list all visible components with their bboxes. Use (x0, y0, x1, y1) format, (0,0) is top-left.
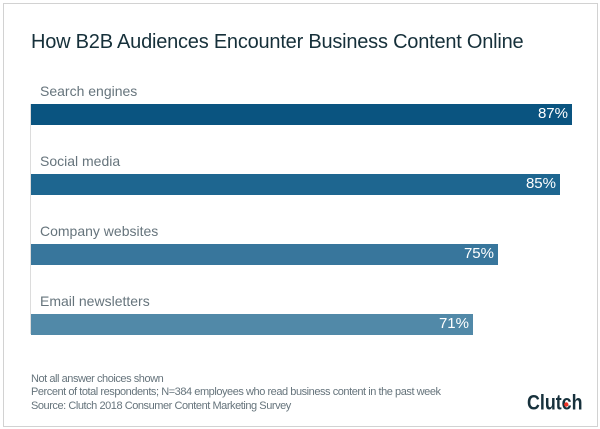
svg-text:Clutch: Clutch (527, 392, 583, 415)
